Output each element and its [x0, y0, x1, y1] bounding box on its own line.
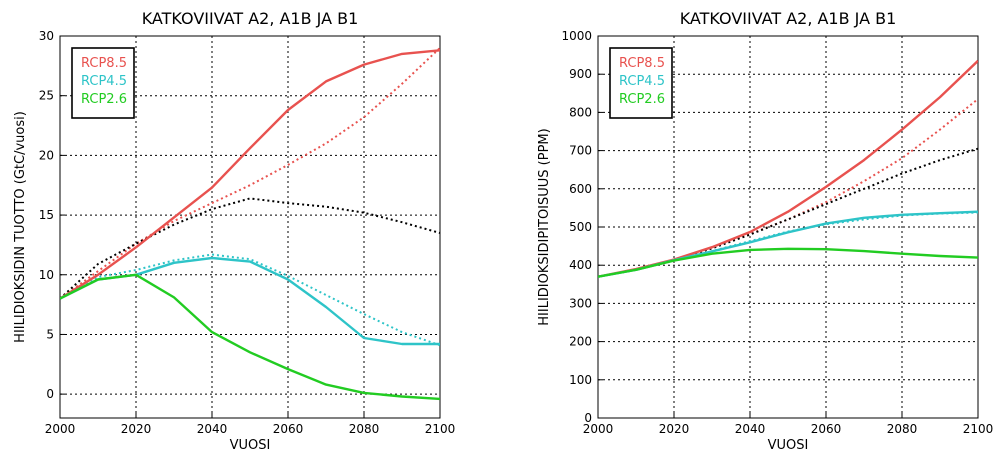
- legend-entry-rcp2-6: RCP2.6: [81, 92, 127, 107]
- dotted-series-line-scenario-3: [60, 47, 440, 300]
- x-tick-label: 2040: [197, 422, 228, 436]
- legend-box: [71, 47, 135, 119]
- y-tick-label: 600: [569, 182, 592, 196]
- y-tick-label: 200: [569, 335, 592, 349]
- legend-entry-rcp2-6: RCP2.6: [619, 92, 665, 107]
- y-tick-label: 20: [39, 148, 54, 162]
- x-tick-label: 2000: [583, 422, 614, 436]
- x-tick-label: 2020: [121, 422, 152, 436]
- dotted-series-line-scenario-4: [598, 147, 978, 278]
- chart-title: KATKOVIIVAT A2, A1B JA B1: [680, 9, 897, 28]
- y-tick-label: 0: [46, 387, 54, 401]
- y-tick-label: 10: [39, 268, 54, 282]
- y-tick-label: 500: [569, 220, 592, 234]
- y-tick-label: 900: [569, 67, 592, 81]
- y-tick-label: 30: [39, 29, 54, 43]
- y-tick-label: 800: [569, 105, 592, 119]
- x-tick-label: 2060: [811, 422, 842, 436]
- y-axis-label: HIILIDIOKSIDIPITOISUUS (PPM): [537, 128, 552, 325]
- legend-entry-rcp8-5: RCP8.5: [81, 56, 127, 71]
- y-tick-label: 400: [569, 258, 592, 272]
- x-tick-label: 2000: [45, 422, 76, 436]
- x-tick-label: 2080: [349, 422, 380, 436]
- y-tick-label: 25: [39, 89, 54, 103]
- series-line-rcp4-5: [60, 256, 440, 346]
- y-tick-label: 700: [569, 144, 592, 158]
- legend-box: [609, 47, 673, 119]
- plot-frame: [59, 35, 441, 419]
- series-group: [60, 47, 440, 401]
- y-tick-label: 5: [46, 327, 54, 341]
- x-axis-label: VUOSI: [230, 438, 271, 453]
- series-line-rcp2-6: [60, 273, 440, 401]
- legend-entry-rcp4-5: RCP4.5: [81, 74, 127, 89]
- dotted-series-line-scenario-5: [60, 253, 440, 347]
- chart-title: KATKOVIIVAT A2, A1B JA B1: [142, 9, 359, 28]
- dotted-series-line-scenario-5: [598, 211, 978, 278]
- legend-entry-rcp8-5: RCP8.5: [619, 56, 665, 71]
- x-tick-label: 2060: [273, 422, 304, 436]
- series-group: [598, 59, 978, 278]
- legend: RCP8.5 RCP4.5 RCP2.6: [71, 47, 135, 119]
- legend: RCP8.5 RCP4.5 RCP2.6: [609, 47, 673, 119]
- y-axis-label: HIILIDIOKSIDIN TUOTTO (GtC/vuosi): [13, 111, 28, 343]
- x-tick-label: 2020: [659, 422, 690, 436]
- y-tick-label: 1000: [561, 29, 592, 43]
- dotted-series-line-scenario-3: [598, 98, 978, 278]
- series-line-rcp2-6: [598, 247, 978, 278]
- legend-entry-rcp4-5: RCP4.5: [619, 74, 665, 89]
- x-tick-label: 2080: [887, 422, 918, 436]
- x-tick-label: 2040: [735, 422, 766, 436]
- y-tick-label: 100: [569, 373, 592, 387]
- y-tick-label: 15: [39, 208, 54, 222]
- series-line-rcp8-5: [60, 49, 440, 300]
- y-tick-label: 0: [584, 411, 592, 425]
- x-tick-label: 2100: [963, 422, 994, 436]
- chart-panel-1: KATKOVIIVAT A2, A1B JA B1 2000 2020 2040 206…: [13, 9, 455, 453]
- series-line-rcp4-5: [598, 210, 978, 278]
- y-tick-label: 300: [569, 296, 592, 310]
- x-tick-label: 2100: [425, 422, 456, 436]
- x-axis-label: VUOSI: [768, 438, 809, 453]
- dotted-series-line-scenario-4: [60, 197, 440, 300]
